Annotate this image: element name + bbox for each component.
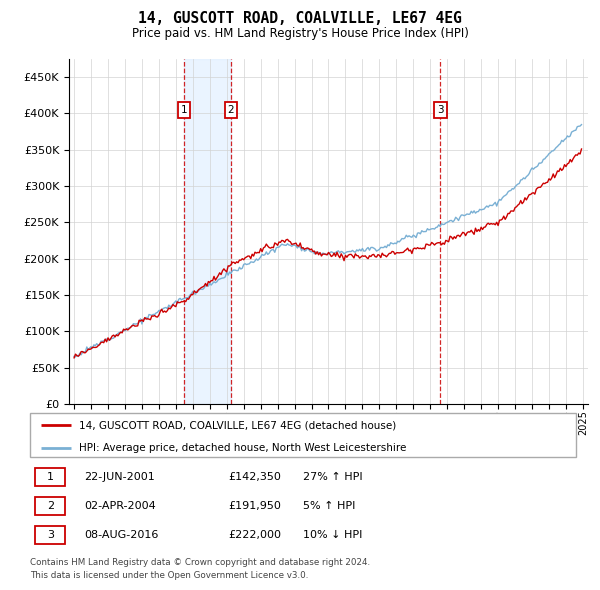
Text: 08-AUG-2016: 08-AUG-2016 [85, 530, 159, 540]
Text: 5% ↑ HPI: 5% ↑ HPI [303, 501, 355, 511]
Text: £222,000: £222,000 [228, 530, 281, 540]
FancyBboxPatch shape [30, 413, 576, 457]
Text: 1: 1 [181, 105, 187, 115]
FancyBboxPatch shape [35, 526, 65, 545]
Text: 14, GUSCOTT ROAD, COALVILLE, LE67 4EG (detached house): 14, GUSCOTT ROAD, COALVILLE, LE67 4EG (d… [79, 421, 397, 430]
Text: £142,350: £142,350 [228, 471, 281, 481]
Text: 27% ↑ HPI: 27% ↑ HPI [303, 471, 362, 481]
FancyBboxPatch shape [35, 467, 65, 486]
Text: 10% ↓ HPI: 10% ↓ HPI [303, 530, 362, 540]
Bar [184, 59, 231, 404]
Text: 2: 2 [47, 501, 54, 511]
Text: 22-JUN-2001: 22-JUN-2001 [85, 471, 155, 481]
FancyBboxPatch shape [35, 497, 65, 515]
Text: £191,950: £191,950 [228, 501, 281, 511]
Text: This data is licensed under the Open Government Licence v3.0.: This data is licensed under the Open Gov… [30, 571, 308, 580]
Text: 3: 3 [437, 105, 444, 115]
Text: 2: 2 [227, 105, 234, 115]
Text: Contains HM Land Registry data © Crown copyright and database right 2024.: Contains HM Land Registry data © Crown c… [30, 558, 370, 566]
Text: HPI: Average price, detached house, North West Leicestershire: HPI: Average price, detached house, Nort… [79, 442, 407, 453]
Text: 3: 3 [47, 530, 54, 540]
Text: Price paid vs. HM Land Registry's House Price Index (HPI): Price paid vs. HM Land Registry's House … [131, 27, 469, 40]
Text: 1: 1 [47, 471, 54, 481]
Text: 02-APR-2004: 02-APR-2004 [85, 501, 157, 511]
Text: 14, GUSCOTT ROAD, COALVILLE, LE67 4EG: 14, GUSCOTT ROAD, COALVILLE, LE67 4EG [138, 11, 462, 25]
